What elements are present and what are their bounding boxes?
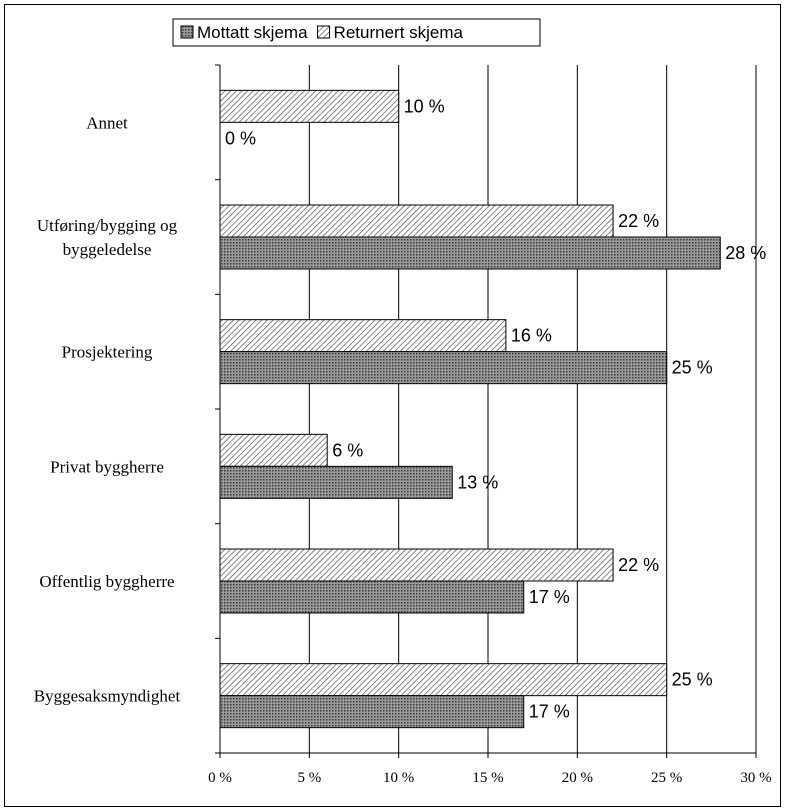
data-label: 25 % [672, 670, 713, 690]
legend-swatch [180, 25, 194, 39]
axes-layer [215, 64, 757, 758]
bar [219, 580, 525, 614]
bar [219, 319, 507, 353]
category-label: Annet [86, 113, 128, 132]
category-label: Offentlig byggherre [39, 572, 174, 591]
bar [219, 663, 668, 697]
legend-box [172, 18, 541, 47]
category-label: Prosjektering [62, 343, 153, 362]
legend-label: Mottatt skjema [197, 23, 308, 42]
bar [219, 236, 721, 270]
legend-label: Returnert skjema [334, 23, 464, 42]
labels-layer: 10 % 0 % Annet 22 % 28 % Utføring/bygging og b… [34, 96, 772, 786]
data-label: 16 % [511, 326, 552, 346]
legend-swatch [317, 25, 331, 39]
data-label: 17 % [529, 702, 570, 722]
bar [219, 433, 328, 467]
category-label: byggeledelse [63, 240, 152, 259]
x-tick-label: 10 % [383, 770, 414, 786]
bar-chart: 10 % 0 % Annet 22 % 28 % Utføring/bygging og b… [34, 18, 772, 786]
category-label: Privat byggherre [50, 457, 164, 476]
legend: Mottatt skjema Returnert skjema [172, 18, 541, 47]
data-label: 17 % [529, 587, 570, 607]
x-tick-label: 15 % [472, 770, 503, 786]
bar [219, 351, 668, 385]
data-label: 13 % [457, 472, 498, 492]
data-label: 6 % [332, 440, 363, 460]
category-label: Byggesaksmyndighet [34, 687, 181, 706]
bar [219, 89, 400, 123]
x-tick-label: 20 % [562, 770, 593, 786]
bars-layer [219, 89, 721, 729]
x-tick-label: 0 % [208, 770, 232, 786]
category-label: Utføring/bygging og [37, 216, 178, 235]
data-label: 22 % [618, 555, 659, 575]
x-tick-label: 30 % [740, 770, 771, 786]
data-label: 25 % [672, 358, 713, 378]
bar [219, 204, 614, 238]
bar [219, 548, 614, 582]
data-label: 28 % [725, 243, 766, 263]
bar [219, 465, 453, 499]
data-label: 22 % [618, 211, 659, 231]
x-tick-label: 5 % [297, 770, 321, 786]
chart-frame: 10 % 0 % Annet 22 % 28 % Utføring/bygging og b… [4, 4, 781, 807]
data-label: 10 % [404, 96, 445, 116]
gridlines [308, 65, 757, 753]
x-tick-label: 25 % [651, 770, 682, 786]
data-label: 0 % [225, 128, 256, 148]
bar [219, 695, 525, 729]
